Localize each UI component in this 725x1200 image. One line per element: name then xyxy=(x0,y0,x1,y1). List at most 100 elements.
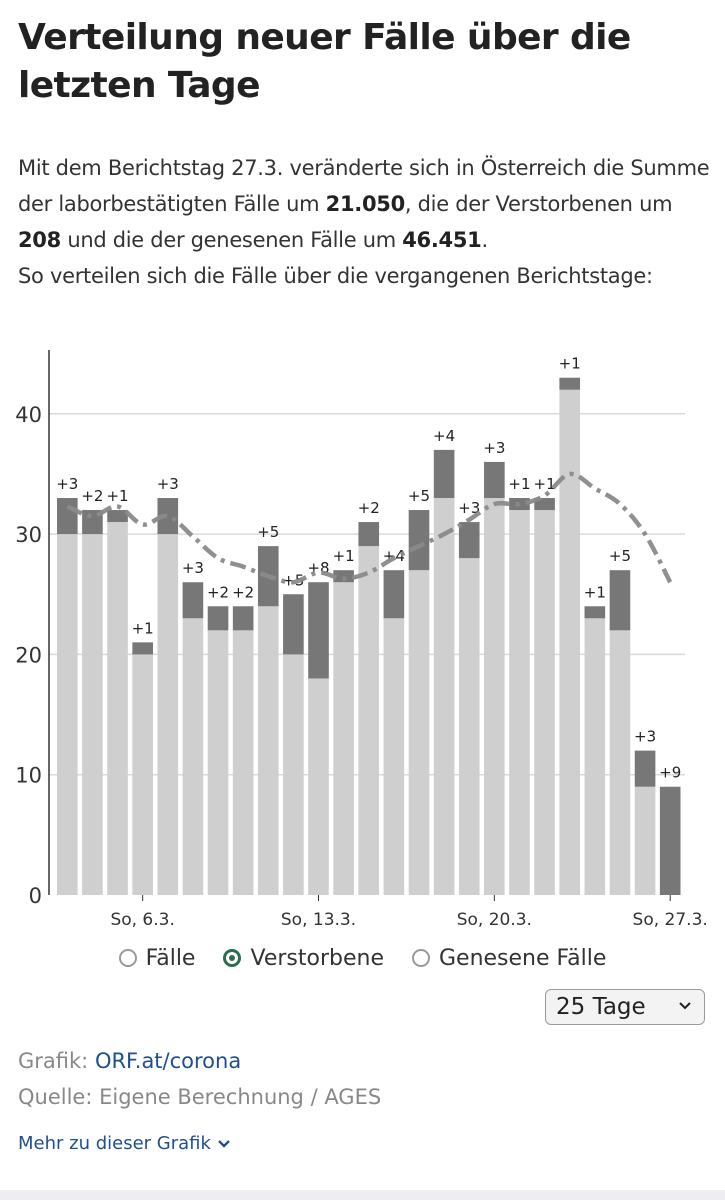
bottom-bar xyxy=(0,1190,725,1200)
deaths-change-value: 208 xyxy=(18,228,61,252)
bar-increment-label: +5 xyxy=(408,487,430,505)
legend-item-cases[interactable]: Fälle xyxy=(118,945,196,971)
bar-base xyxy=(57,534,78,895)
x-tick-label: So, 27.3. xyxy=(633,910,708,930)
bar-base xyxy=(283,654,304,895)
bar-base xyxy=(358,546,380,895)
page-title: Verteilung neuer Fälle über die letzten … xyxy=(18,17,631,106)
bar-increment xyxy=(534,498,555,511)
bar-increment xyxy=(308,582,329,679)
days-range-select[interactable]: 25 Tage xyxy=(545,989,705,1025)
source-text: Quelle: Eigene Berechnung / AGES xyxy=(18,1085,382,1109)
bar-base xyxy=(308,678,329,895)
bar-increment xyxy=(283,594,304,655)
bar-increment-label: +3 xyxy=(483,439,505,457)
bar-increment-label: +2 xyxy=(358,499,380,517)
bar-increment xyxy=(132,642,153,655)
intro-text: Mit dem Berichtstag 27.3. veränderte sic… xyxy=(18,150,718,294)
bar-increment-label: +9 xyxy=(659,764,681,782)
chart-legend: Fälle Verstorbene Genesene Fälle xyxy=(0,938,725,978)
grafik-link[interactable]: ORF.at/corona xyxy=(94,1049,242,1073)
intro-text-2: , die der Verstorbenen um xyxy=(404,192,673,216)
legend-label-cases: Fälle xyxy=(145,945,196,971)
bar-base xyxy=(232,630,254,895)
grafik-label: Grafik: xyxy=(18,1049,89,1073)
bar-base xyxy=(534,510,555,895)
bar-base xyxy=(433,498,455,895)
bar-increment xyxy=(157,498,179,535)
bar-increment-label: +4 xyxy=(433,427,455,445)
more-label: Mehr zu dieser Grafik xyxy=(18,1133,211,1154)
bar-base xyxy=(408,570,430,895)
y-tick-label: 30 xyxy=(15,523,42,547)
chevron-down-icon xyxy=(217,1133,231,1154)
y-tick-label: 10 xyxy=(15,764,42,788)
bar-increment-label: +2 xyxy=(81,487,103,505)
bar-increment xyxy=(182,582,204,619)
bar-base xyxy=(383,618,405,895)
source-info: Grafik: ORF.at/corona Quelle: Eigene Ber… xyxy=(18,1043,381,1115)
bar-increment-label: +3 xyxy=(56,475,78,493)
chart-area: 0 10 20 30 40 +3 +2 +1 +1 +3 +3 +2 +2 +5 +5 +8 +1 +2 +4 +5 +… xyxy=(0,340,725,940)
bar-increment-label: +3 xyxy=(458,499,480,517)
bar-base xyxy=(132,654,153,895)
legend-item-deaths[interactable]: Verstorbene xyxy=(223,946,384,971)
bar-increment xyxy=(609,570,631,631)
bar-increment xyxy=(358,522,380,547)
bar-increment xyxy=(484,461,505,499)
bar-increment xyxy=(82,510,103,535)
bar-increment xyxy=(458,522,480,559)
bar-increment xyxy=(57,498,78,535)
bar-increment xyxy=(383,570,405,619)
bar-base xyxy=(484,498,505,895)
bar-base xyxy=(207,630,229,895)
bar-increment-label: +3 xyxy=(634,728,656,746)
bar-base xyxy=(82,534,103,895)
bar-increment xyxy=(584,606,606,619)
intro-text-1: Mit dem Berichtstag 27.3. veränderte sic… xyxy=(18,156,710,216)
bar-increment xyxy=(107,510,128,523)
bar-increment xyxy=(207,606,229,631)
y-tick-label: 0 xyxy=(29,884,42,908)
bar-base xyxy=(107,522,128,895)
more-about-chart-link[interactable]: Mehr zu dieser Grafik xyxy=(18,1133,231,1154)
bar-increment-label: +1 xyxy=(559,355,581,373)
chevron-down-icon xyxy=(678,999,692,1015)
bar-base xyxy=(257,606,279,895)
bar-increment-label: +1 xyxy=(534,475,556,493)
bar-increment-label: +3 xyxy=(182,559,204,577)
y-tick-label: 20 xyxy=(15,643,42,667)
x-tick-label: So, 13.3. xyxy=(281,910,356,930)
bar-base xyxy=(509,510,530,895)
bar-increment-label: +5 xyxy=(609,547,631,565)
intro-text-3: und die der genesenen Fälle um xyxy=(60,228,403,252)
bar-increment xyxy=(232,606,254,631)
cases-change-value: 21.050 xyxy=(325,192,406,216)
intro-text-4: . xyxy=(481,228,489,252)
legend-item-recovered[interactable]: Genesene Fälle xyxy=(411,946,606,971)
y-tick-label: 40 xyxy=(15,403,42,427)
bar-increment-label: +3 xyxy=(157,475,179,493)
bar-increment-label: +1 xyxy=(333,547,355,565)
bar-base xyxy=(157,534,179,895)
bar-increment xyxy=(559,377,581,390)
intro-text-line2: So verteilen sich die Fälle über die ver… xyxy=(18,264,653,288)
bar-base xyxy=(584,618,606,895)
days-range-value: 25 Tage xyxy=(556,994,646,1020)
radio-icon xyxy=(118,949,137,967)
bar-increment xyxy=(433,449,455,499)
bar-increment-label: +1 xyxy=(106,487,128,505)
bar-increment-label: +2 xyxy=(207,583,229,601)
bar-base xyxy=(333,582,354,895)
bar-increment-label: +1 xyxy=(508,475,530,493)
bar-increment-label: +5 xyxy=(257,523,279,541)
radio-icon xyxy=(411,949,430,967)
bar-base xyxy=(609,630,631,895)
bar-increment xyxy=(659,786,681,895)
bar-increment xyxy=(333,570,354,583)
recovered-change-value: 46.451 xyxy=(402,228,482,252)
bar-base xyxy=(182,618,204,895)
bar-increment xyxy=(408,510,430,571)
bar-increment-label: +2 xyxy=(232,583,254,601)
